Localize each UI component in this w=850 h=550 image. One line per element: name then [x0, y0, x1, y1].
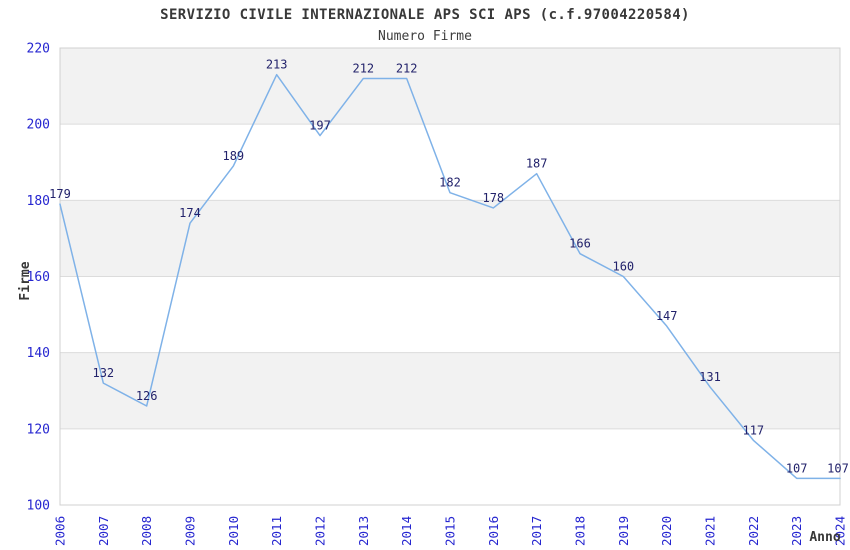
x-tick-label: 2007 [96, 516, 111, 546]
background-band [60, 200, 840, 277]
data-point-label: 107 [827, 461, 849, 475]
plot-border [59, 47, 841, 506]
data-point-label: 212 [352, 61, 374, 75]
data-point-label: 126 [136, 389, 158, 403]
x-tick-label: 2013 [356, 516, 371, 546]
y-tick-label: 220 [27, 42, 50, 57]
y-tick-label: 120 [27, 422, 50, 437]
data-point-label: 179 [49, 187, 71, 201]
chart-line [59, 73, 841, 480]
data-point-label: 166 [569, 237, 591, 251]
data-point-label: 213 [266, 58, 288, 72]
x-tick-label: 2014 [399, 516, 414, 546]
x-tick-label: 2023 [789, 516, 804, 546]
y-tick-label: 100 [27, 499, 50, 514]
x-tick-label: 2015 [443, 516, 458, 546]
data-point-label: 197 [309, 119, 331, 133]
y-tick-label: 200 [27, 118, 50, 133]
data-point-label: 107 [786, 461, 808, 475]
x-tick-label: 2011 [269, 516, 284, 546]
y-tick-label: 140 [27, 346, 50, 361]
data-point-label: 187 [526, 157, 548, 171]
x-tick-label: 2017 [529, 516, 544, 546]
data-point-label: 189 [222, 149, 244, 163]
x-tick-label: 2024 [833, 516, 848, 546]
data-point-label: 117 [742, 423, 764, 437]
x-tick-label: 2020 [659, 516, 674, 546]
data-point-label: 212 [396, 61, 418, 75]
x-tick-label: 2012 [313, 516, 328, 546]
x-tick-label: 2009 [183, 516, 198, 546]
data-point-label: 178 [482, 191, 504, 205]
x-tick-label: 2010 [226, 516, 241, 546]
data-point-label: 160 [612, 260, 634, 274]
y-tick-label: 160 [27, 270, 50, 285]
data-point-label: 182 [439, 176, 461, 190]
y-axis-title: Firme [18, 261, 33, 300]
data-point-label: 174 [179, 206, 201, 220]
x-tick-label: 2019 [616, 516, 631, 546]
x-axis-title: Anno [809, 530, 840, 545]
y-tick-label: 180 [27, 194, 50, 209]
chart-subtitle: Numero Firme [378, 29, 472, 44]
x-tick-label: 2016 [486, 516, 501, 546]
data-point-label: 147 [656, 309, 678, 323]
data-point-label: 131 [699, 370, 721, 384]
x-tick-label: 2018 [573, 516, 588, 546]
x-tick-label: 2022 [746, 516, 761, 546]
chart-title: SERVIZIO CIVILE INTERNAZIONALE APS SCI A… [160, 7, 690, 23]
x-tick-label: 2006 [53, 516, 68, 546]
x-tick-label: 2021 [703, 516, 718, 546]
data-point-label: 132 [92, 366, 114, 380]
background-band [60, 48, 840, 125]
x-tick-label: 2008 [139, 516, 154, 546]
background-band [60, 352, 840, 429]
